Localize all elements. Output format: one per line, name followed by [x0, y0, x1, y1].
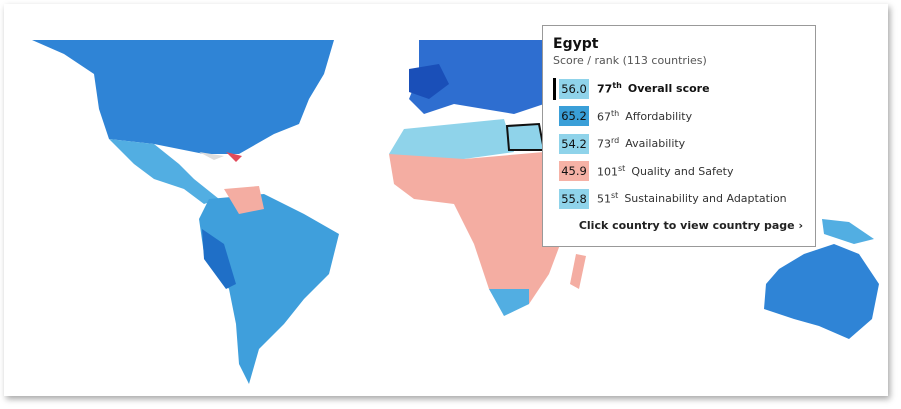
link-text[interactable]: Click country to view country page	[578, 218, 795, 232]
rank-suffix: st	[618, 163, 626, 173]
rank: 51st	[597, 191, 618, 206]
tooltip: Egypt Score / rank (113 countries) 56.0 7…	[542, 25, 816, 247]
caribbean	[226, 152, 242, 162]
north-africa	[389, 119, 514, 164]
score-row: 56.0 77th Overall score	[553, 75, 805, 103]
europe	[409, 40, 544, 114]
australia	[764, 244, 879, 339]
sub-saharan-africa	[389, 152, 589, 314]
rank-suffix: th	[612, 81, 622, 91]
row-label: Quality and Safety	[631, 164, 734, 178]
score-box: 55.8	[559, 188, 589, 209]
madagascar	[570, 254, 586, 289]
score-row: 45.9 101st Quality and Safety	[553, 158, 805, 186]
rank-number: 77	[597, 83, 613, 97]
score-box: 56.0	[559, 78, 589, 99]
rank-suffix: rd	[611, 136, 620, 146]
row-marker	[553, 77, 556, 100]
rank: 67th	[597, 109, 619, 124]
country-link[interactable]: Click country to view country page ›	[578, 218, 803, 232]
row-label: Sustainability and Adaptation	[624, 192, 787, 206]
rank: 77th	[597, 81, 622, 96]
southern-africa	[489, 289, 529, 316]
egypt	[505, 122, 546, 151]
row-marker	[553, 133, 556, 155]
canada-usa	[32, 40, 334, 154]
score-box: 45.9	[559, 161, 589, 182]
score-rows: 56.0 77th Overall score 65.2 67th Affordabili…	[553, 75, 805, 213]
row-marker	[553, 160, 556, 182]
score-row: 54.2 73rd Availability	[553, 130, 805, 158]
rank-number: 67	[597, 110, 611, 124]
rank: 101st	[597, 164, 625, 179]
row-label: Affordability	[625, 109, 693, 123]
subtitle: Score / rank (113 countries)	[553, 54, 707, 67]
rank-number: 51	[597, 193, 611, 207]
score-box: 54.2	[559, 133, 589, 154]
rank-number: 73	[597, 138, 611, 152]
score-row: 55.8 51st Sustainability and Adaptation	[553, 185, 805, 213]
score-box: 65.2	[559, 106, 589, 127]
world-map	[32, 40, 879, 384]
cuba	[199, 152, 224, 160]
rank: 73rd	[597, 136, 619, 151]
rank-suffix: st	[611, 191, 619, 201]
rank-number: 101	[597, 165, 618, 179]
asia-edge	[822, 219, 874, 244]
mexico-central-america	[109, 139, 219, 204]
row-marker	[553, 105, 556, 127]
score-row: 65.2 67th Affordability	[553, 103, 805, 131]
row-marker	[553, 188, 556, 210]
south-america	[199, 194, 339, 384]
rank-suffix: th	[611, 108, 620, 118]
france	[409, 64, 449, 99]
map-card: Egypt Score / rank (113 countries) 56.0 7…	[4, 4, 888, 396]
row-label: Availability	[625, 137, 686, 151]
row-label: Overall score	[627, 82, 710, 96]
country-name: Egypt	[553, 36, 599, 52]
venezuela	[224, 186, 264, 214]
peru	[202, 229, 236, 289]
